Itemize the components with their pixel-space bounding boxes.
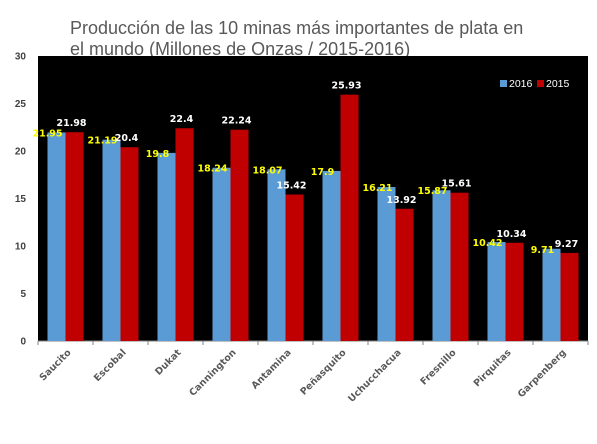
chart-title-line-2: el mundo (Millones de Onzas / 2015-2016)	[70, 39, 410, 59]
chart-title-line-1: Producción de las 10 minas más important…	[70, 18, 523, 38]
legend: 2016 2015	[500, 78, 570, 90]
data-label-2015: 22.24	[221, 116, 251, 127]
bar-2015	[395, 208, 414, 341]
bar-2015	[65, 132, 84, 341]
data-label-2016: 21.19	[87, 136, 117, 147]
data-label-2016: 15.87	[417, 186, 447, 197]
legend-label-2015: 2015	[546, 78, 570, 90]
data-label-2015: 15.61	[441, 179, 471, 190]
data-label-2015: 10.34	[496, 229, 526, 240]
y-tick-label: 15	[15, 194, 27, 205]
y-tick-label: 25	[15, 99, 27, 110]
bar-2015	[175, 128, 194, 341]
data-label-2015: 15.42	[276, 181, 306, 192]
data-label-2016: 16.21	[362, 183, 392, 194]
y-tick-label: 20	[15, 147, 27, 158]
bar-2016	[267, 169, 286, 341]
bar-2016	[487, 242, 506, 341]
bar-2016	[47, 132, 66, 341]
data-label-2015: 13.92	[386, 195, 416, 206]
data-label-2015: 9.27	[555, 239, 578, 250]
legend-label-2016: 2016	[509, 78, 533, 90]
data-label-2016: 18.24	[197, 164, 227, 175]
bar-2016	[102, 139, 121, 341]
y-tick-label: 10	[15, 242, 27, 253]
bar-2015	[285, 194, 304, 341]
data-label-2015: 21.98	[56, 118, 86, 129]
bar-2016	[432, 190, 451, 341]
bar-2016	[212, 167, 231, 341]
data-label-2015: 25.93	[331, 81, 361, 92]
data-label-2016: 10.42	[472, 238, 502, 249]
bar-2015	[230, 129, 249, 341]
bar-2016	[157, 152, 176, 341]
bars-layer	[47, 94, 579, 341]
bar-2016	[542, 248, 561, 341]
legend-swatch-2016	[500, 80, 507, 87]
y-tick-label: 0	[20, 337, 26, 348]
data-label-2016: 19.8	[146, 149, 170, 160]
bar-2016	[377, 187, 396, 341]
legend-swatch-2015	[537, 80, 544, 87]
bar-2015	[560, 252, 579, 341]
y-tick-label: 5	[20, 289, 26, 300]
bar-2015	[505, 242, 524, 341]
y-tick-label: 30	[15, 52, 27, 63]
bar-2015	[120, 147, 139, 341]
data-label-2016: 21.95	[32, 128, 62, 139]
data-label-2016: 18.07	[252, 165, 282, 176]
bar-2015	[340, 94, 359, 341]
data-label-2015: 20.4	[115, 133, 139, 144]
data-label-2016: 17.9	[311, 167, 334, 178]
data-label-2015: 22.4	[170, 114, 194, 125]
data-label-2016: 9.71	[531, 245, 554, 256]
bar-2015	[450, 192, 469, 341]
bar-2016	[322, 170, 341, 341]
